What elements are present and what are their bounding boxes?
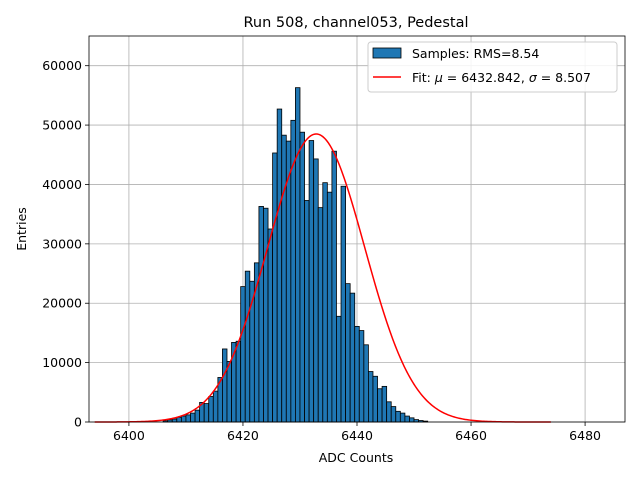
histogram-bar [336,315,342,423]
histogram-bar [276,108,283,423]
histogram-bar [235,340,242,423]
histogram-bar [267,228,274,423]
histogram-bar [272,152,278,423]
histogram-bar [226,361,232,423]
histogram-bar [399,412,406,423]
y-tick-label: 30000 [42,236,82,251]
legend-fit-prefix: Fit: [412,70,435,85]
x-tick-label: 6460 [455,428,487,443]
histogram-bar [240,286,246,423]
histogram-bar [381,385,388,423]
histogram-bar [304,200,310,423]
histogram-bar [404,415,410,423]
histogram-bar [185,414,191,423]
legend-box [367,41,618,93]
histogram-bar [358,330,365,423]
histogram-bar [263,207,269,423]
x-axis-label: ADC Counts [319,450,394,465]
histogram-bar [203,403,210,423]
histogram-bar [354,325,360,423]
histogram-bar [331,150,337,423]
histogram-bar [281,134,287,423]
x-tick-label: 6420 [227,428,259,443]
histogram-bar [390,406,397,423]
grid-layer [89,36,625,423]
histogram-bar [322,182,328,423]
legend-fit-mid: = 6432.842, [443,70,529,85]
x-axis-ticks: 6400 6420 6440 6460 6480 [113,422,601,443]
x-tick-label: 6480 [569,428,601,443]
histogram-bar [308,140,315,423]
histogram-bar [180,415,187,423]
histogram-bar [326,191,333,423]
histogram-bar [377,388,383,423]
histogram-bars [162,87,429,423]
y-axis-ticks: 0 10000 20000 30000 40000 50000 60000 [42,58,89,430]
histogram-bar [313,158,319,423]
y-tick-label: 50000 [42,118,82,133]
histogram-bar [349,292,356,423]
y-tick-label: 40000 [42,177,82,192]
histogram-bar [363,344,369,423]
histogram-bar [176,416,182,423]
legend-swatch-samples [372,47,402,59]
histogram-bar [368,371,374,423]
y-tick-label: 10000 [42,355,82,370]
histogram-bar [190,412,196,423]
histogram-bar [194,409,201,423]
legend-label-fit: Fit: μ = 6432.842, σ = 8.507 [412,70,591,85]
histogram-bar [340,185,346,423]
legend: Samples: RMS=8.54 Fit: μ = 6432.842, σ =… [367,41,618,93]
histogram-bar [171,418,178,423]
histogram-bar [372,375,378,423]
legend-fit-suffix: = 8.507 [537,70,591,85]
y-axis-label: Entries [14,207,29,251]
chart-title: Run 508, channel053, Pedestal [243,15,468,31]
legend-fit-sigma-symbol: σ [529,70,538,85]
histogram-bar [317,207,324,423]
histogram-bar [409,417,415,423]
gaussian-fit-line [94,133,551,423]
histogram-bar [212,390,219,423]
histogram-bar [345,283,351,423]
histogram-bar [395,410,401,423]
x-tick-label: 6400 [113,428,145,443]
histogram-bar [258,206,264,423]
histogram-bar [208,396,214,423]
histogram-bar [386,401,392,423]
x-tick-label: 6440 [341,428,373,443]
histogram-bar [295,87,301,423]
legend-label-samples: Samples: RMS=8.54 [412,46,539,61]
histogram-bar [244,270,251,423]
y-tick-label: 20000 [42,296,82,311]
histogram-bar [222,348,228,423]
y-tick-label: 60000 [42,58,82,73]
legend-fit-mu-symbol: μ [434,70,443,85]
histogram-bar [299,131,305,423]
y-tick-label: 0 [74,415,82,430]
